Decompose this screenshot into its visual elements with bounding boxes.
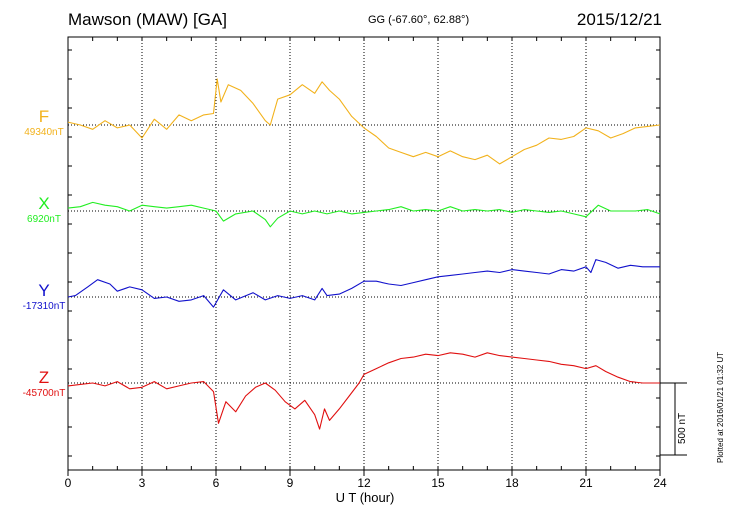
x-tick-label: 3 (139, 476, 146, 490)
x-tick-label: 9 (287, 476, 294, 490)
x-tick-label: 12 (357, 476, 371, 490)
x-tick-label: 24 (653, 476, 667, 490)
scale-bar-label: 500 nT (677, 412, 688, 444)
series-label-z: Z -45700nT (12, 369, 76, 400)
x-tick-label: 15 (431, 476, 445, 490)
date-label: 2015/12/21 (576, 10, 662, 29)
series-name: Y (38, 281, 50, 300)
series-name: X (38, 194, 50, 213)
series-baseline: -45700nT (22, 388, 66, 399)
plotted-timestamp: Plotted at 2016/01/21 01:32 UT (716, 351, 725, 463)
series-name: Z (38, 368, 50, 387)
series-label-x: X 6920nT (12, 195, 76, 226)
x-axis-label: U T (hour) (335, 490, 395, 505)
series-line-y (67, 259, 660, 308)
series-line-z (67, 352, 660, 430)
x-tick-label: 0 (65, 476, 72, 490)
series-baseline: -17310nT (22, 301, 66, 312)
series-baseline: 49340nT (24, 127, 64, 138)
series-line-x (67, 201, 661, 228)
series-label-y: Y -17310nT (12, 282, 76, 313)
station-title: Mawson (MAW) [GA] (68, 10, 227, 29)
series-baseline: 6920nT (27, 214, 61, 225)
series-label-f: F 49340nT (12, 108, 76, 139)
series-line-f (67, 78, 661, 165)
series-name: F (38, 107, 50, 126)
x-tick-label: 6 (213, 476, 220, 490)
x-tick-label: 18 (505, 476, 519, 490)
geographic-coordinates: GG (-67.60°, 62.88°) (368, 14, 470, 26)
x-tick-label: 21 (579, 476, 593, 490)
